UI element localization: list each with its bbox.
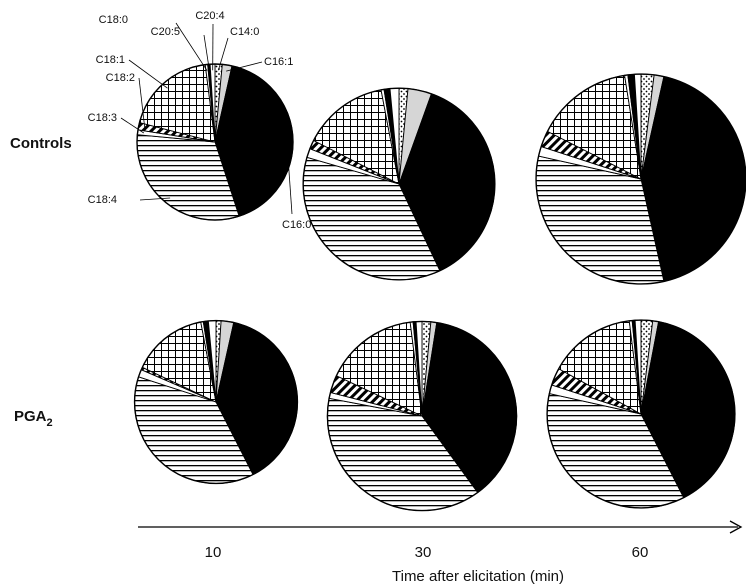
pie-outline <box>133 319 299 485</box>
pies-layer <box>133 63 746 512</box>
pie-outline <box>136 63 294 221</box>
callout-label-c18-3: C18:3 <box>88 112 117 124</box>
callout-leader-line <box>218 37 229 71</box>
pie-outline <box>546 319 736 509</box>
callout-leader-line <box>286 138 293 215</box>
callout-label-c16-1: C16:1 <box>264 56 293 68</box>
pie-controls-30-min <box>302 87 496 281</box>
x-tick-label: 30 <box>415 544 432 561</box>
x-tick-label: 10 <box>205 544 222 561</box>
x-tick-label: 60 <box>632 544 649 561</box>
callout-label-c14-0: C14:0 <box>230 26 259 38</box>
slice-callouts: C18:0 C20:5 C20:4 C14:0 C16:1 C18:1 C18:2 C18:3… <box>88 10 312 231</box>
row-label-pga2-subscript: 2 <box>47 417 53 429</box>
pie-pga-10-min <box>133 319 299 485</box>
callout-label-c18-2: C18:2 <box>106 72 135 84</box>
callout-label-c18-1: C18:1 <box>96 54 125 66</box>
pie-controls-60-min <box>535 73 746 285</box>
callout-label-c18-4: C18:4 <box>88 194 117 206</box>
pie-pga-30-min <box>326 320 518 512</box>
callout-label-c16-0: C16:0 <box>282 219 311 231</box>
callout-leader-line <box>175 22 208 71</box>
callout-leader-line <box>120 117 145 134</box>
callout-label-c18-0: C18:0 <box>99 14 128 26</box>
callout-leader-line <box>128 59 168 89</box>
pie-controls-10-min <box>136 63 294 221</box>
pie-pga-60-min <box>546 319 736 509</box>
pie-outline <box>302 87 496 281</box>
callout-label-c20-4: C20:4 <box>195 10 224 22</box>
row-label-pga2: PGA2 <box>14 408 53 429</box>
callout-label-c20-5: C20:5 <box>151 26 180 38</box>
callout-leader-line <box>203 34 210 71</box>
callout-leader-line <box>139 197 171 201</box>
x-axis-arrowhead <box>729 520 743 534</box>
callout-leader-line <box>226 61 263 72</box>
callout-leader-line <box>138 77 146 128</box>
pie-outline <box>326 320 518 512</box>
row-label-controls: Controls <box>10 135 72 152</box>
x-axis-title: Time after elicitation (min) <box>392 568 564 585</box>
